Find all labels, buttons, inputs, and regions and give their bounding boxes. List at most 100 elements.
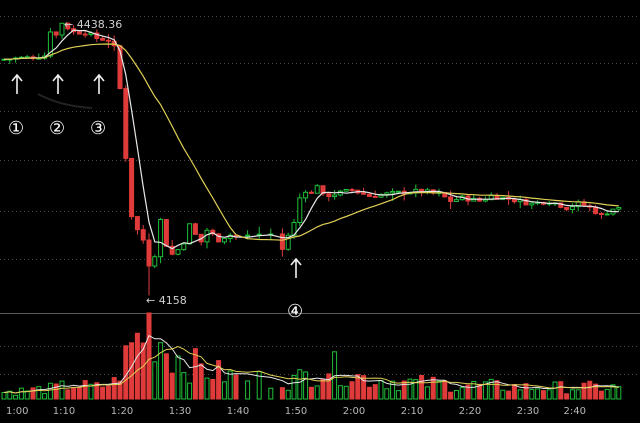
volume-bar	[100, 386, 106, 400]
volume-bar	[76, 386, 82, 400]
volume-bar	[564, 393, 570, 400]
volume-bar	[314, 385, 320, 400]
candlestick	[158, 217, 164, 264]
marker-1-label: ①	[8, 118, 24, 139]
volume-bar	[169, 372, 175, 400]
volume-bar	[419, 374, 425, 400]
volume-bar	[181, 372, 187, 400]
candlestick	[123, 85, 129, 162]
volume-bar	[384, 388, 390, 400]
volume-bar	[604, 388, 610, 400]
volume-bar	[552, 381, 558, 400]
volume-bar	[187, 382, 193, 400]
candlestick	[134, 216, 140, 235]
candlestick	[94, 29, 100, 42]
volume-bar	[558, 381, 564, 400]
candlestick	[181, 242, 187, 251]
volume-bar	[88, 383, 94, 400]
candlestick	[569, 203, 575, 214]
candlestick	[529, 201, 535, 210]
volume-bar	[465, 384, 471, 400]
candlestick	[320, 185, 326, 196]
volume-bar	[36, 386, 42, 400]
volume-bar	[517, 389, 523, 400]
volume-bar	[152, 361, 158, 400]
up-arrow-icon	[52, 73, 64, 94]
x-tick-label: 1:50	[285, 406, 307, 417]
candlestick	[59, 22, 65, 40]
volume-bar	[30, 387, 36, 400]
candlestick	[169, 239, 175, 256]
candlestick	[598, 212, 604, 219]
candlestick	[65, 22, 71, 31]
volume-bar	[320, 378, 326, 400]
x-tick-label: 2:10	[401, 406, 423, 417]
up-arrow-icon	[11, 73, 23, 94]
marker-2-label: ②	[49, 118, 65, 139]
volume-bar	[303, 371, 309, 400]
volume-bar	[291, 374, 297, 400]
volume-bar	[175, 355, 181, 400]
candlestick	[163, 219, 169, 247]
volume-bar	[94, 382, 100, 400]
volume-bar	[227, 370, 233, 400]
volume-bar	[233, 374, 239, 400]
volume-bar	[129, 342, 135, 400]
volume-bar	[506, 390, 512, 400]
volume-bar	[529, 388, 535, 400]
candlestick	[279, 228, 285, 257]
candlestick	[192, 222, 198, 235]
volume-bar	[204, 377, 210, 400]
x-tick-label: 1:10	[53, 406, 75, 417]
volume-bar	[13, 394, 19, 400]
volume-bar	[42, 393, 48, 400]
candlestick	[297, 193, 303, 227]
volume-bar	[59, 380, 65, 400]
grid-lines	[0, 16, 640, 375]
candlestick	[216, 233, 222, 243]
volume-bar	[7, 390, 13, 400]
marker-3: ③	[90, 73, 106, 139]
volume-bar	[395, 390, 401, 400]
candlestick	[221, 237, 227, 245]
volume-bar	[471, 380, 477, 400]
volume-bar	[18, 387, 24, 400]
volume-bar	[598, 390, 604, 400]
volume-bar	[326, 373, 332, 400]
volume-bar	[407, 378, 413, 400]
volume-bar	[453, 389, 459, 400]
volume-bar	[285, 389, 291, 400]
volume-bar	[482, 381, 488, 400]
volume-bar	[210, 378, 216, 400]
candlestick	[343, 189, 349, 193]
volume-bar	[448, 391, 454, 400]
x-tick-label: 1:40	[227, 406, 249, 417]
up-arrow-icon	[93, 73, 105, 94]
volume-bar	[593, 383, 599, 400]
volume-bar	[71, 387, 77, 400]
volume-bar	[279, 387, 285, 400]
volume-bar	[361, 375, 367, 400]
low-price-label: ← 4158	[146, 294, 187, 307]
volume-bar	[140, 342, 146, 400]
x-tick-label: 2:40	[564, 406, 586, 417]
x-tick-label: 1:30	[169, 406, 191, 417]
volume-bar	[337, 385, 343, 400]
volume-bar	[123, 345, 129, 400]
volume-bar	[343, 385, 349, 400]
volume-bar	[494, 380, 500, 400]
volume-bar	[349, 381, 355, 400]
volume-bar	[134, 332, 140, 400]
volume-bar	[401, 380, 407, 400]
volume-bar	[390, 380, 396, 400]
candlestick	[564, 206, 570, 212]
volume-bar	[610, 384, 616, 400]
candlestick	[152, 254, 158, 269]
candlestick	[82, 30, 88, 38]
volume-bar	[442, 380, 448, 400]
volume-bar	[511, 384, 517, 400]
candlestick	[129, 157, 135, 220]
candlestick	[332, 190, 338, 200]
volume-bar	[488, 378, 494, 400]
